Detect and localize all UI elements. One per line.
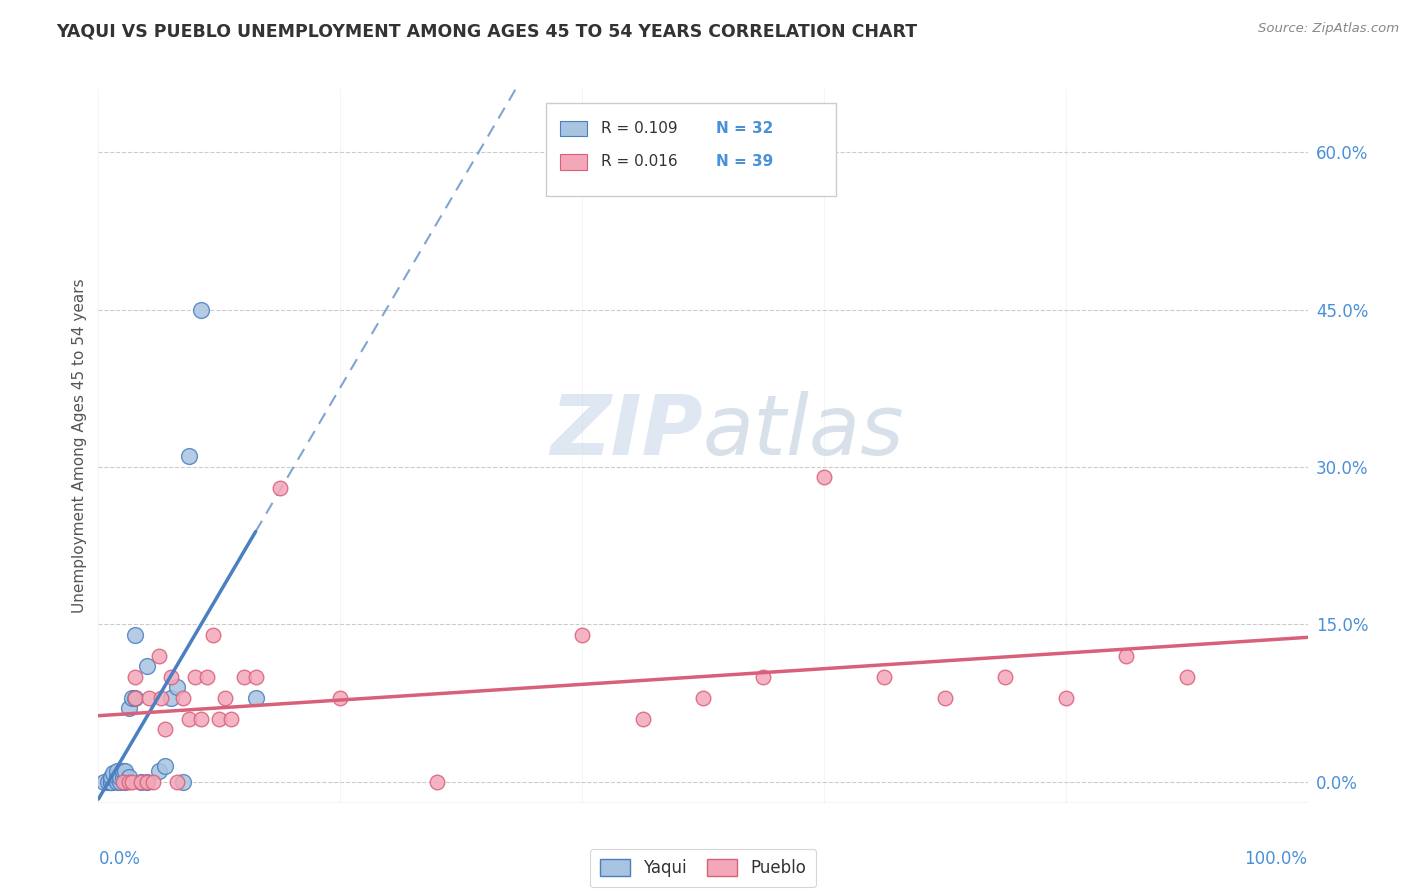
Point <box>114 764 136 779</box>
Text: atlas: atlas <box>703 392 904 472</box>
Point <box>426 774 449 789</box>
Point <box>179 712 201 726</box>
FancyBboxPatch shape <box>546 103 837 196</box>
Point <box>148 648 170 663</box>
Point <box>118 770 141 784</box>
Point <box>118 701 141 715</box>
Text: N = 39: N = 39 <box>716 154 773 169</box>
Point <box>153 723 176 737</box>
Point <box>269 481 291 495</box>
Point <box>166 681 188 695</box>
Point <box>124 690 146 705</box>
Point <box>873 670 896 684</box>
Point <box>1175 670 1198 684</box>
Point <box>100 774 122 789</box>
Point <box>135 774 157 789</box>
FancyBboxPatch shape <box>561 154 586 169</box>
Legend: Yaqui, Pueblo: Yaqui, Pueblo <box>591 849 815 888</box>
Y-axis label: Unemployment Among Ages 45 to 54 years: Unemployment Among Ages 45 to 54 years <box>72 278 87 614</box>
Text: N = 32: N = 32 <box>716 121 773 136</box>
Point <box>813 470 835 484</box>
Point <box>232 670 254 684</box>
Point <box>135 659 157 673</box>
Point <box>153 759 176 773</box>
Point <box>93 774 115 789</box>
Point <box>190 712 212 726</box>
Point <box>245 670 267 684</box>
Point <box>172 774 194 789</box>
Point <box>329 690 352 705</box>
Point <box>631 712 654 726</box>
Point <box>179 450 201 464</box>
Point <box>135 774 157 789</box>
Point <box>166 774 188 789</box>
Point <box>97 774 120 789</box>
Point <box>934 690 956 705</box>
Point <box>202 628 225 642</box>
Point <box>245 690 267 705</box>
Point <box>108 774 131 789</box>
Text: R = 0.109: R = 0.109 <box>602 121 678 136</box>
Point <box>111 764 134 779</box>
Point <box>214 690 236 705</box>
Point <box>114 774 136 789</box>
Point <box>100 774 122 789</box>
Point <box>190 302 212 317</box>
Point <box>150 690 173 705</box>
Point <box>692 690 714 705</box>
Text: R = 0.016: R = 0.016 <box>602 154 678 169</box>
Point <box>111 774 134 789</box>
Point <box>184 670 207 684</box>
Text: ZIP: ZIP <box>550 392 703 472</box>
Point <box>124 670 146 684</box>
Point <box>752 670 775 684</box>
Point <box>195 670 218 684</box>
Point <box>221 712 243 726</box>
Point <box>121 690 143 705</box>
Point <box>994 670 1017 684</box>
Point <box>101 766 124 780</box>
Point <box>105 774 128 789</box>
Point <box>121 774 143 789</box>
Point <box>129 774 152 789</box>
Point <box>142 774 165 789</box>
Point <box>118 774 141 789</box>
Point <box>571 628 593 642</box>
Point <box>105 770 128 784</box>
Point <box>100 774 122 789</box>
Text: Source: ZipAtlas.com: Source: ZipAtlas.com <box>1258 22 1399 36</box>
FancyBboxPatch shape <box>561 120 586 136</box>
Text: 100.0%: 100.0% <box>1244 850 1308 868</box>
Text: YAQUI VS PUEBLO UNEMPLOYMENT AMONG AGES 45 TO 54 YEARS CORRELATION CHART: YAQUI VS PUEBLO UNEMPLOYMENT AMONG AGES … <box>56 22 917 40</box>
Point <box>124 628 146 642</box>
Point <box>160 690 183 705</box>
Point <box>1054 690 1077 705</box>
Point <box>105 764 128 779</box>
Point <box>172 690 194 705</box>
Point <box>148 764 170 779</box>
Point <box>208 712 231 726</box>
Point <box>124 690 146 705</box>
Point <box>111 770 134 784</box>
Point <box>108 770 131 784</box>
Point <box>160 670 183 684</box>
Point <box>100 770 122 784</box>
Text: 0.0%: 0.0% <box>98 850 141 868</box>
Point <box>129 774 152 789</box>
Point <box>138 690 160 705</box>
Point <box>1115 648 1137 663</box>
